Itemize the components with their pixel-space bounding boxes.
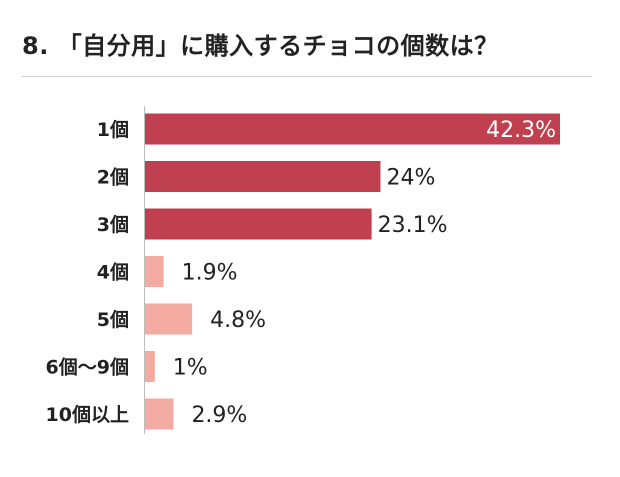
bar bbox=[145, 256, 164, 287]
value-label: 2.9% bbox=[191, 403, 247, 428]
bar bbox=[145, 303, 193, 335]
category-label: 6個〜9個 bbox=[46, 357, 129, 379]
bar bbox=[145, 161, 381, 192]
value-label: 4.8% bbox=[210, 308, 266, 333]
title-divider bbox=[22, 76, 592, 77]
value-label: 1% bbox=[173, 356, 208, 381]
category-label: 1個 bbox=[97, 119, 129, 141]
category-label: 4個 bbox=[97, 262, 129, 284]
category-label: 3個 bbox=[97, 214, 129, 236]
bar bbox=[145, 208, 372, 240]
value-label: 1.9% bbox=[182, 261, 238, 286]
question-text: 「自分用」に購入するチョコの個数は？ bbox=[57, 32, 499, 60]
bar bbox=[145, 113, 560, 145]
category-axis-line bbox=[144, 106, 145, 434]
value-label: 23.1% bbox=[378, 213, 448, 238]
category-label: 10個以上 bbox=[46, 404, 129, 426]
chart-title: 8. 「自分用」に購入するチョコの個数は？ bbox=[22, 26, 499, 61]
bar bbox=[145, 351, 155, 382]
value-label: 24% bbox=[386, 166, 435, 191]
value-label: 42.3% bbox=[486, 118, 556, 143]
category-label: 2個 bbox=[97, 167, 129, 189]
bar bbox=[145, 398, 174, 430]
question-number: 8. bbox=[22, 32, 49, 60]
category-label: 5個 bbox=[97, 309, 129, 331]
